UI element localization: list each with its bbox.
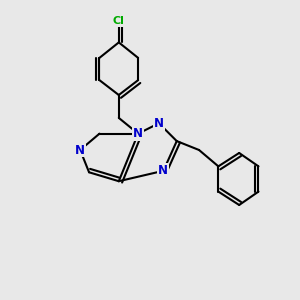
Text: N: N [75, 143, 85, 157]
Text: N: N [158, 164, 168, 177]
Text: Cl: Cl [113, 16, 125, 26]
Text: N: N [133, 127, 143, 140]
Text: N: N [154, 117, 164, 130]
